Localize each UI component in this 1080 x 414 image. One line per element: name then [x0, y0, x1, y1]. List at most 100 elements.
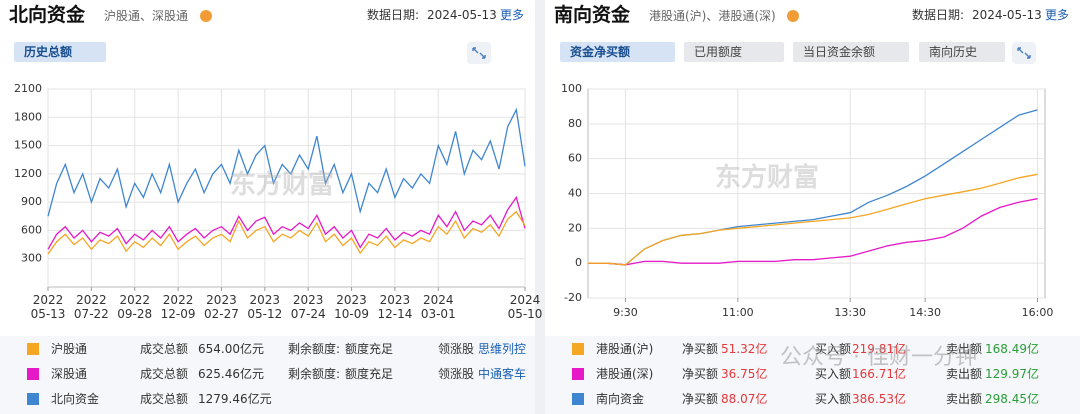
x-tick-label: 2023 05-12	[247, 293, 283, 321]
field-value: 654.00亿元	[198, 342, 264, 356]
x-tick-label: 2022 09-28	[117, 293, 153, 321]
series-line	[588, 173, 1038, 266]
field-value[interactable]: 思维列控	[478, 342, 527, 356]
legend-swatch	[572, 393, 584, 405]
field-label: 买入额	[815, 367, 852, 381]
field-label: 卖出额	[946, 342, 983, 356]
y-tick-label: 20	[568, 221, 582, 234]
field-label: 净买额	[682, 367, 719, 381]
field-value: 168.49亿	[985, 342, 1039, 356]
table-bg	[0, 336, 535, 414]
field-value: 36.75亿	[721, 367, 768, 381]
legend-swatch	[27, 368, 39, 380]
x-tick-label: 13:30	[834, 306, 866, 319]
field-value: 1279.46亿元	[198, 392, 272, 406]
x-tick-label: 16:00	[1022, 306, 1054, 319]
x-tick-label: 2024 03-01	[420, 293, 456, 321]
field-value: 额度充足	[345, 367, 394, 381]
field-value: 219.81亿	[852, 342, 906, 356]
x-tick-label: 2022 07-22	[73, 293, 109, 321]
tab[interactable]: 当日资金余额	[793, 42, 909, 62]
expand-button[interactable]	[1012, 42, 1036, 64]
row-name: 北向资金	[51, 392, 100, 406]
x-tick-label: 2022 05-13	[30, 293, 66, 321]
tab[interactable]: 南向历史	[919, 42, 1005, 62]
date-label: 数据日期:	[367, 8, 420, 22]
expand-button[interactable]	[467, 42, 491, 64]
field-label: 买入额	[815, 342, 852, 356]
y-tick-label: 900	[21, 195, 42, 208]
field-label: 领涨股	[438, 367, 475, 381]
field-label: 买入额	[815, 392, 852, 406]
row-name: 深股通	[51, 367, 88, 381]
legend-swatch	[27, 343, 39, 355]
x-tick-label: 2023 12-14	[377, 293, 413, 321]
field-label: 成交总额	[140, 342, 189, 356]
date-label: 数据日期:	[912, 8, 965, 22]
more-link[interactable]: 更多	[1045, 8, 1070, 22]
row-name: 沪股通	[51, 342, 88, 356]
more-link[interactable]: 更多	[500, 8, 525, 22]
field-value: 166.71亿	[852, 367, 906, 381]
row-name: 港股通(深)	[596, 367, 654, 381]
series-line	[47, 210, 526, 255]
table-bg	[545, 336, 1080, 414]
date: 2024-05-13	[972, 8, 1042, 22]
field-label: 卖出额	[946, 367, 983, 381]
x-tick-label: 2023 10-09	[334, 293, 369, 321]
y-tick-label: 100	[561, 82, 582, 95]
x-tick-label: 9:30	[613, 306, 638, 319]
field-value: 625.46亿元	[198, 367, 264, 381]
field-value: 额度充足	[345, 342, 394, 356]
field-label: 成交总额	[140, 367, 189, 381]
legend-swatch	[27, 393, 39, 405]
watermark: 东方财富	[715, 163, 820, 193]
date: 2024-05-13	[427, 8, 497, 22]
legend-swatch	[572, 343, 584, 355]
watermark: 东方财富	[230, 170, 335, 200]
x-tick-label: 2024 05-10	[507, 293, 543, 321]
y-tick-label: 300	[21, 252, 42, 265]
watermark: 公众号 · 佳财一分钟	[780, 345, 977, 370]
panel-subtitle: 港股通(沪)、港股通(深)	[649, 9, 776, 23]
series-line	[588, 198, 1038, 266]
tab[interactable]: 已用额度	[684, 42, 784, 62]
field-value: 129.97亿	[985, 367, 1039, 381]
tab[interactable]: 资金净买额	[560, 42, 675, 62]
field-value: 88.07亿	[721, 392, 768, 406]
field-label: 净买额	[682, 342, 719, 356]
y-tick-label: -20	[564, 291, 582, 304]
x-tick-label: 14:30	[909, 306, 941, 319]
y-tick-label: 60	[568, 152, 582, 165]
field-value: 386.53亿	[852, 392, 906, 406]
help-icon[interactable]	[200, 10, 212, 22]
field-label: 卖出额	[946, 392, 983, 406]
x-tick-label: 11:00	[722, 306, 754, 319]
x-tick-label: 2023 07-24	[290, 293, 326, 321]
y-tick-label: 2100	[14, 82, 42, 95]
y-tick-label: 40	[568, 187, 582, 200]
row-name: 港股通(沪)	[596, 342, 654, 356]
y-tick-label: 1200	[14, 167, 42, 180]
field-label: 剩余额度:	[288, 342, 341, 356]
field-label: 净买额	[682, 392, 719, 406]
y-tick-label: 1800	[14, 110, 42, 123]
row-name: 南向资金	[596, 392, 645, 406]
field-label: 领涨股	[438, 342, 475, 356]
panel-subtitle: 沪股通、深股通	[104, 9, 189, 23]
legend-swatch	[572, 368, 584, 380]
panel-title: 南向资金	[554, 4, 631, 26]
y-tick-label: 1500	[14, 139, 42, 152]
series-line	[47, 107, 526, 217]
expand-icon	[1017, 47, 1031, 59]
field-value: 51.32亿	[721, 342, 768, 356]
field-label: 成交总额	[140, 392, 189, 406]
field-value[interactable]: 中通客车	[478, 367, 527, 381]
series-line	[47, 195, 526, 250]
help-icon[interactable]	[787, 10, 799, 22]
tab[interactable]: 历史总额	[14, 42, 106, 62]
x-tick-label: 2022 12-09	[160, 293, 196, 321]
panel-title: 北向资金	[9, 4, 86, 26]
